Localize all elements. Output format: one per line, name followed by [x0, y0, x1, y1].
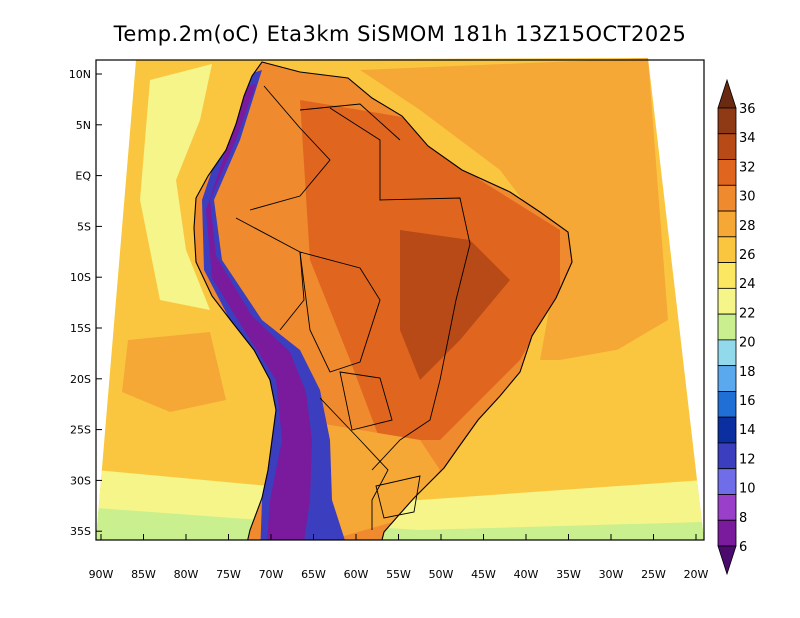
lat-tick-label: 35S [70, 525, 91, 538]
colorbar-swatch [717, 184, 737, 212]
colorbar-swatch [717, 107, 737, 135]
lat-tick-label: 10S [70, 271, 91, 284]
colorbar-swatch [717, 159, 737, 186]
border-paraguay [339, 371, 393, 431]
colorbar-label: 22 [739, 306, 756, 321]
colorbar-label: 34 [739, 131, 756, 146]
colorbar-swatch [717, 313, 737, 341]
colorbar-label: 20 [739, 336, 756, 351]
lat-tick-label: EQ [75, 170, 91, 183]
colorbar-top-arrow [717, 78, 737, 109]
map-domain [96, 58, 704, 540]
lat-tick-label: 10N [69, 68, 91, 81]
lat-tick-label: 5S [77, 220, 91, 233]
colorbar-label: 16 [739, 394, 756, 409]
lon-tick-label: 35W [556, 568, 581, 581]
lat-tick-label: 20S [70, 373, 91, 386]
ocean-pacific-cool-coast [140, 64, 212, 310]
colorbar-label: 14 [739, 423, 756, 438]
colorbar-label: 8 [739, 511, 747, 526]
lon-tick-label: 70W [259, 568, 284, 581]
ocean-atlantic-mid [500, 340, 690, 470]
colorbar-label: 10 [739, 482, 756, 497]
colorbar-label: 36 [739, 102, 756, 117]
colorbar-swatch [717, 416, 737, 444]
ocean-south-cold [96, 508, 704, 540]
border-venezuela [299, 103, 401, 141]
lon-tick-label: 40W [514, 568, 539, 581]
andes-cold [206, 84, 312, 540]
colorbar-swatch [717, 236, 737, 263]
colorbar-label: 30 [739, 190, 756, 205]
border-argentina [319, 397, 389, 530]
lon-tick-label: 85W [131, 568, 156, 581]
lat-tick-label: 15S [70, 322, 91, 335]
border-peru [235, 217, 305, 331]
colorbar-label: 28 [739, 219, 756, 234]
lon-tick-label: 60W [344, 568, 369, 581]
lon-tick-label: 50W [429, 568, 454, 581]
border-bolivia [299, 251, 381, 373]
colorbar-bottom-arrow [717, 545, 737, 576]
andes-cool [202, 70, 350, 540]
map-title: Temp.2m(oC) Eta3km SiSMOM 181h 13Z15OCT2… [113, 22, 687, 46]
colorbar-label: 6 [739, 540, 747, 555]
colorbar-label: 18 [739, 365, 756, 380]
lon-tick-label: 80W [174, 568, 199, 581]
colorbar-swatch [717, 442, 737, 470]
lon-tick-label: 55W [386, 568, 411, 581]
border-brazil [329, 107, 471, 471]
lat-tick-label: 30S [70, 474, 91, 487]
colorbar-swatch [717, 391, 737, 418]
lon-tick-label: 90W [89, 568, 114, 581]
colorbar-label: 26 [739, 248, 756, 263]
colorbar-swatch [717, 210, 737, 238]
colorbar-swatch [717, 133, 737, 160]
colorbar-swatch [717, 519, 737, 547]
lon-tick-label: 25W [641, 568, 666, 581]
ocean-pacific-warm [122, 332, 226, 412]
colorbar-swatch [717, 287, 737, 315]
latitude-axis: 10N 5N EQ 5S 10S 15S 20S 25S 30S 35S [69, 68, 102, 538]
colorbar: 36 34 32 30 28 26 24 22 20 18 16 14 12 10 8 6 [717, 78, 756, 576]
country-borders [235, 85, 471, 530]
lat-tick-label: 25S [70, 424, 91, 437]
colorbar-swatch [717, 262, 737, 289]
border-colombia [249, 85, 331, 211]
lon-tick-label: 45W [471, 568, 496, 581]
longitude-axis: 90W 85W 80W 75W 70W 65W 60W 55W 50W 45W 40W 35W 30W 2… [89, 534, 709, 581]
ocean-atlantic-warm [360, 58, 668, 360]
border-uruguay [375, 475, 421, 519]
colorbar-label: 32 [739, 160, 756, 175]
colorbar-label: 24 [739, 277, 756, 292]
colorbar-swatch [717, 494, 737, 521]
colorbar-swatch [717, 339, 737, 367]
colorbar-swatch [717, 365, 737, 392]
lon-tick-label: 75W [216, 568, 241, 581]
lat-tick-label: 5N [76, 119, 91, 132]
lon-tick-label: 30W [599, 568, 624, 581]
colorbar-swatch [717, 468, 737, 495]
lon-tick-label: 20W [684, 568, 709, 581]
map-frame [95, 59, 705, 541]
lon-tick-label: 65W [301, 568, 326, 581]
colorbar-label: 12 [739, 452, 756, 467]
